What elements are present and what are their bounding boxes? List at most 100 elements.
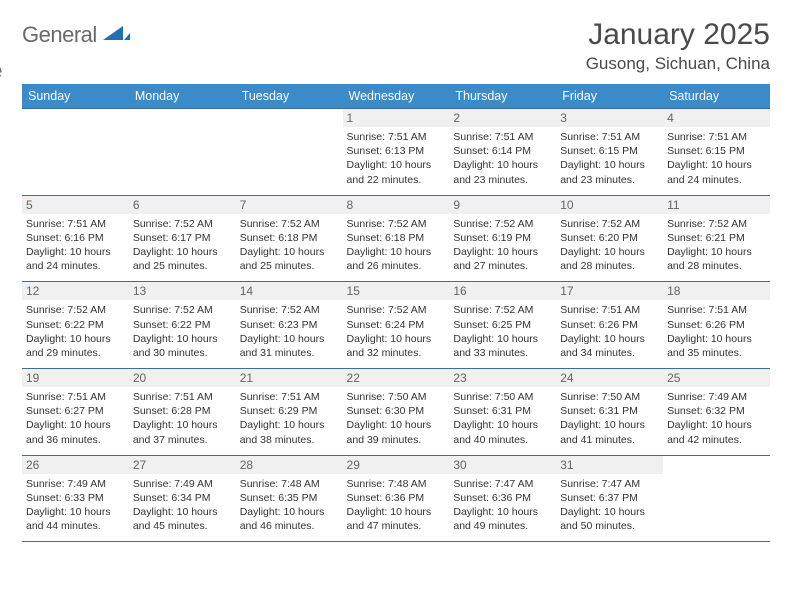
day-number: 18	[663, 282, 770, 300]
calendar-cell: 15 Sunrise: 7:52 AMSunset: 6:24 PMDayligh…	[343, 282, 450, 369]
day-number: 7	[236, 196, 343, 214]
dayname-wed: Wednesday	[343, 84, 450, 109]
day-number: 5	[22, 196, 129, 214]
day-details: Sunrise: 7:51 AMSunset: 6:27 PMDaylight:…	[26, 390, 125, 447]
calendar-row: 1Sunrise: 7:51 AMSunset: 6:13 PMDaylight…	[22, 109, 770, 196]
calendar-cell: 16 Sunrise: 7:52 AMSunset: 6:25 PMDayligh…	[449, 282, 556, 369]
day-details: Sunrise: 7:49 AMSunset: 6:32 PMDaylight:…	[667, 390, 766, 447]
day-number: 9	[449, 196, 556, 214]
calendar-cell: 12 Sunrise: 7:52 AMSunset: 6:22 PMDayligh…	[22, 282, 129, 369]
day-number: 27	[129, 456, 236, 474]
day-details: Sunrise: 7:48 AMSunset: 6:35 PMDaylight:…	[240, 477, 339, 534]
calendar-cell: 11 Sunrise: 7:52 AMSunset: 6:21 PMDayligh…	[663, 195, 770, 282]
logo-blue: Blue	[0, 58, 69, 84]
day-details: Sunrise: 7:50 AMSunset: 6:31 PMDaylight:…	[560, 390, 659, 447]
calendar-cell	[22, 109, 129, 196]
logo-general: General	[22, 22, 97, 47]
day-details: Sunrise: 7:49 AMSunset: 6:34 PMDaylight:…	[133, 477, 232, 534]
day-details: Sunrise: 7:52 AMSunset: 6:21 PMDaylight:…	[667, 217, 766, 274]
day-number: 24	[556, 369, 663, 387]
calendar-cell: 4Sunrise: 7:51 AMSunset: 6:15 PMDaylight…	[663, 109, 770, 196]
calendar-cell: 28Sunrise: 7:48 AMSunset: 6:35 PMDayligh…	[236, 455, 343, 542]
day-number: 23	[449, 369, 556, 387]
day-details: Sunrise: 7:52 AMSunset: 6:22 PMDaylight:…	[133, 303, 232, 360]
calendar-cell	[663, 455, 770, 542]
dayname-sat: Saturday	[663, 84, 770, 109]
calendar-cell: 17 Sunrise: 7:51 AMSunset: 6:26 PMDayligh…	[556, 282, 663, 369]
calendar-cell: 18Sunrise: 7:51 AMSunset: 6:26 PMDayligh…	[663, 282, 770, 369]
day-number: 15	[343, 282, 450, 300]
calendar-cell: 13Sunrise: 7:52 AMSunset: 6:22 PMDayligh…	[129, 282, 236, 369]
calendar-cell: 31Sunrise: 7:47 AMSunset: 6:37 PMDayligh…	[556, 455, 663, 542]
day-details: Sunrise: 7:51 AMSunset: 6:16 PMDaylight:…	[26, 217, 125, 274]
day-number: 17	[556, 282, 663, 300]
day-number: 30	[449, 456, 556, 474]
calendar-row: 19 Sunrise: 7:51 AMSunset: 6:27 PMDayligh…	[22, 369, 770, 456]
day-details: Sunrise: 7:52 AMSunset: 6:25 PMDaylight:…	[453, 303, 552, 360]
day-details: Sunrise: 7:50 AMSunset: 6:30 PMDaylight:…	[347, 390, 446, 447]
calendar-cell: 26 Sunrise: 7:49 AMSunset: 6:33 PMDayligh…	[22, 455, 129, 542]
calendar-table: Sunday Monday Tuesday Wednesday Thursday…	[22, 84, 770, 542]
day-number: 29	[343, 456, 450, 474]
calendar-cell	[236, 109, 343, 196]
calendar-cell: 21 Sunrise: 7:51 AMSunset: 6:29 PMDayligh…	[236, 369, 343, 456]
calendar-cell: 8 Sunrise: 7:52 AMSunset: 6:18 PMDaylight…	[343, 195, 450, 282]
calendar-row: 26 Sunrise: 7:49 AMSunset: 6:33 PMDayligh…	[22, 455, 770, 542]
day-number: 26	[22, 456, 129, 474]
day-number: 2	[449, 109, 556, 127]
calendar-cell: 6Sunrise: 7:52 AMSunset: 6:17 PMDaylight…	[129, 195, 236, 282]
logo-wrap: General Blue	[22, 22, 131, 74]
day-details: Sunrise: 7:50 AMSunset: 6:31 PMDaylight:…	[453, 390, 552, 447]
day-number: 25	[663, 369, 770, 387]
day-details: Sunrise: 7:52 AMSunset: 6:23 PMDaylight:…	[240, 303, 339, 360]
calendar-cell: 3 Sunrise: 7:51 AMSunset: 6:15 PMDaylight…	[556, 109, 663, 196]
day-number: 8	[343, 196, 450, 214]
dayname-sun: Sunday	[22, 84, 129, 109]
calendar-cell: 20Sunrise: 7:51 AMSunset: 6:28 PMDayligh…	[129, 369, 236, 456]
day-details: Sunrise: 7:52 AMSunset: 6:24 PMDaylight:…	[347, 303, 446, 360]
day-details: Sunrise: 7:51 AMSunset: 6:15 PMDaylight:…	[560, 130, 659, 187]
day-details: Sunrise: 7:49 AMSunset: 6:33 PMDaylight:…	[26, 477, 125, 534]
dayname-thu: Thursday	[449, 84, 556, 109]
day-details: Sunrise: 7:52 AMSunset: 6:18 PMDaylight:…	[347, 217, 446, 274]
day-details: Sunrise: 7:51 AMSunset: 6:26 PMDaylight:…	[560, 303, 659, 360]
day-number: 10	[556, 196, 663, 214]
day-number: 14	[236, 282, 343, 300]
day-number: 11	[663, 196, 770, 214]
day-number: 19	[22, 369, 129, 387]
day-details: Sunrise: 7:52 AMSunset: 6:20 PMDaylight:…	[560, 217, 659, 274]
dayname-mon: Monday	[129, 84, 236, 109]
day-number: 20	[129, 369, 236, 387]
day-details: Sunrise: 7:51 AMSunset: 6:29 PMDaylight:…	[240, 390, 339, 447]
calendar-cell: 23 Sunrise: 7:50 AMSunset: 6:31 PMDayligh…	[449, 369, 556, 456]
day-number: 6	[129, 196, 236, 214]
day-number: 3	[556, 109, 663, 127]
day-details: Sunrise: 7:51 AMSunset: 6:13 PMDaylight:…	[347, 130, 446, 187]
day-number: 31	[556, 456, 663, 474]
title-block: January 2025 Gusong, Sichuan, China	[586, 18, 770, 74]
day-number: 16	[449, 282, 556, 300]
calendar-cell: 10 Sunrise: 7:52 AMSunset: 6:20 PMDayligh…	[556, 195, 663, 282]
day-details: Sunrise: 7:51 AMSunset: 6:15 PMDaylight:…	[667, 130, 766, 187]
calendar-cell: 22 Sunrise: 7:50 AMSunset: 6:30 PMDayligh…	[343, 369, 450, 456]
calendar-body: 1Sunrise: 7:51 AMSunset: 6:13 PMDaylight…	[22, 109, 770, 542]
calendar-cell: 9Sunrise: 7:52 AMSunset: 6:19 PMDaylight…	[449, 195, 556, 282]
day-details: Sunrise: 7:48 AMSunset: 6:36 PMDaylight:…	[347, 477, 446, 534]
dayname-row: Sunday Monday Tuesday Wednesday Thursday…	[22, 84, 770, 109]
calendar-cell	[129, 109, 236, 196]
location: Gusong, Sichuan, China	[586, 54, 770, 74]
dayname-tue: Tuesday	[236, 84, 343, 109]
day-details: Sunrise: 7:52 AMSunset: 6:22 PMDaylight:…	[26, 303, 125, 360]
calendar-cell: 2Sunrise: 7:51 AMSunset: 6:14 PMDaylight…	[449, 109, 556, 196]
calendar-row: 12Sunrise: 7:52 AMSunset: 6:22 PMDayligh…	[22, 282, 770, 369]
calendar-cell: 27 Sunrise: 7:49 AMSunset: 6:34 PMDayligh…	[129, 455, 236, 542]
calendar-cell: 7Sunrise: 7:52 AMSunset: 6:18 PMDaylight…	[236, 195, 343, 282]
logo-mark-icon	[103, 24, 131, 42]
day-number: 12	[22, 282, 129, 300]
day-number: 21	[236, 369, 343, 387]
dayname-fri: Friday	[556, 84, 663, 109]
day-number: 22	[343, 369, 450, 387]
calendar-cell: 19 Sunrise: 7:51 AMSunset: 6:27 PMDayligh…	[22, 369, 129, 456]
calendar-cell: 24 Sunrise: 7:50 AMSunset: 6:31 PMDayligh…	[556, 369, 663, 456]
logo: General Blue	[22, 22, 131, 74]
